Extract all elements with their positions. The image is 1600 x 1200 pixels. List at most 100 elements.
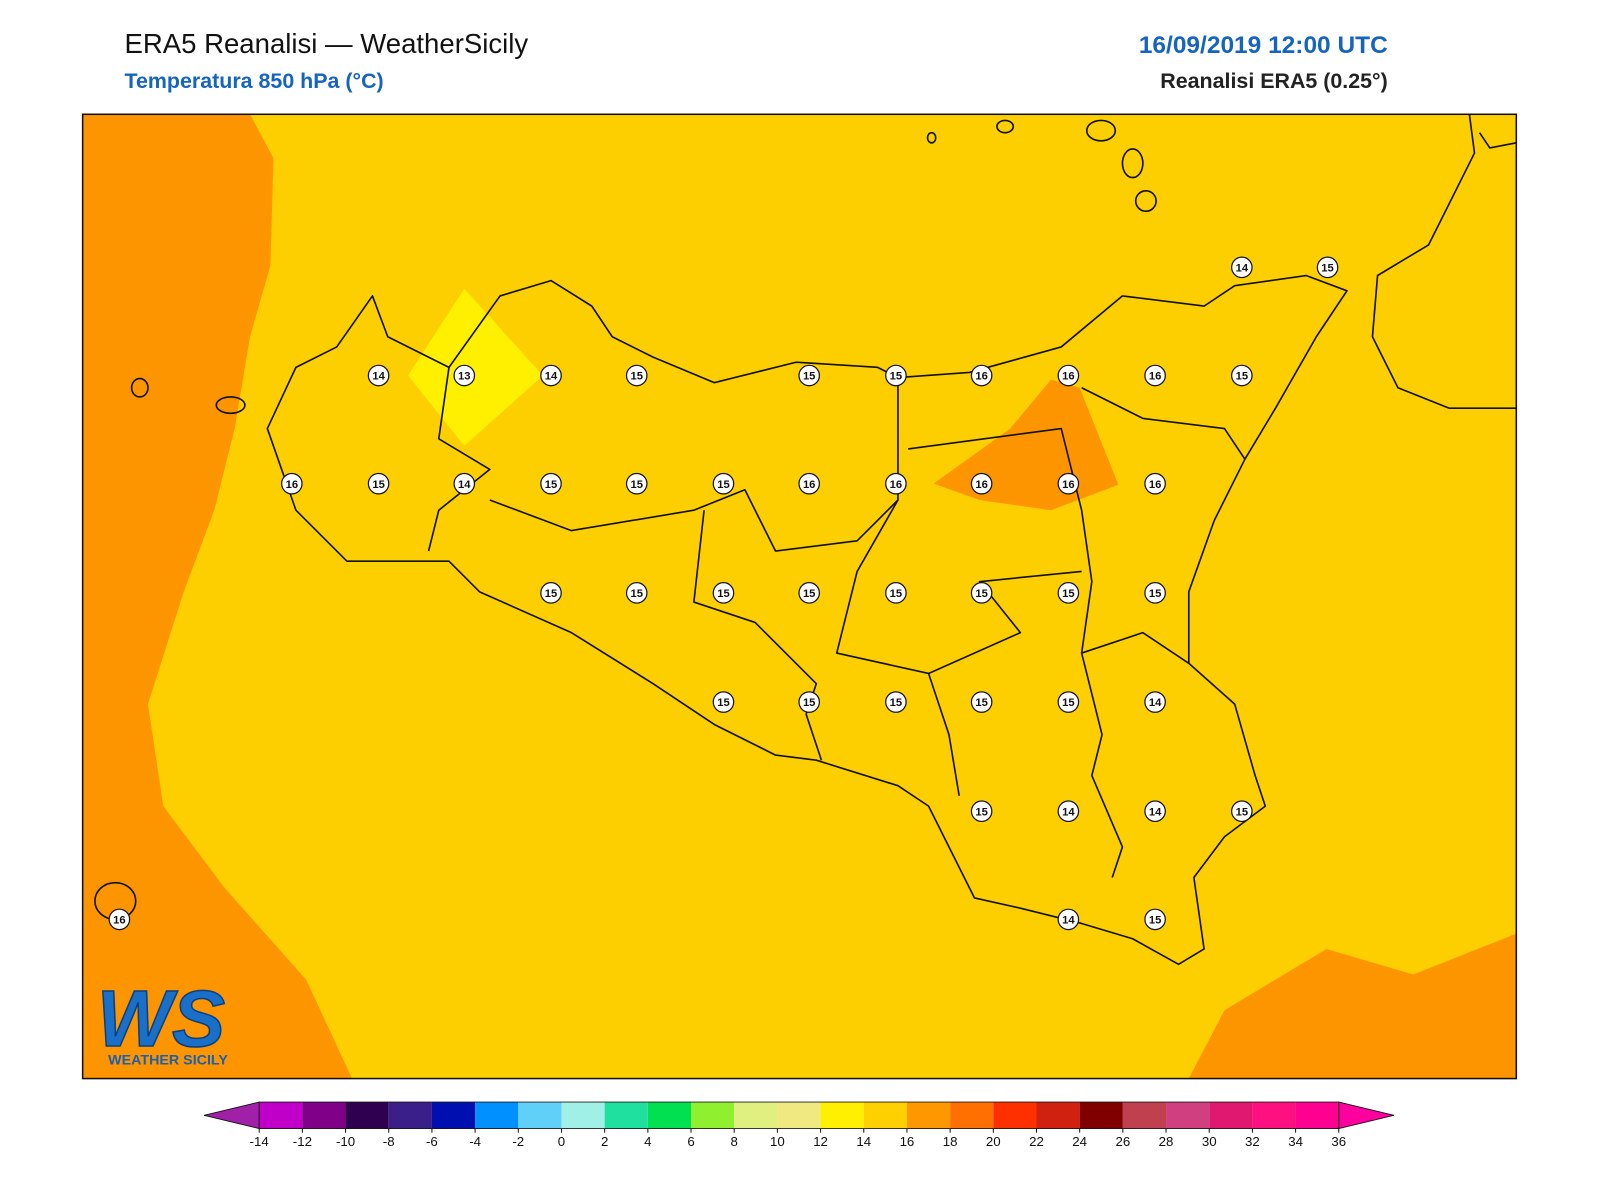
logo-text: WEATHER SICILY bbox=[108, 1052, 228, 1068]
station-label: 15 bbox=[890, 371, 902, 383]
map-area: 14 15 14 13 14 15 15 15 16 16 16 15 16 15 14 15 15 15 16 16… bbox=[81, 113, 1518, 1080]
label-circle bbox=[367, 364, 390, 387]
station-label: 16 bbox=[803, 479, 815, 491]
label-circle bbox=[885, 691, 907, 713]
label-circle bbox=[970, 691, 993, 713]
station-label: 15 bbox=[717, 588, 729, 600]
label-circle bbox=[540, 364, 562, 387]
colorbar-bin bbox=[518, 1102, 562, 1129]
field-light bbox=[408, 288, 543, 446]
station-label: 15 bbox=[1321, 262, 1333, 274]
label-circle bbox=[712, 582, 735, 604]
colorbar-tick-label: 20 bbox=[986, 1134, 1001, 1149]
label-circle bbox=[281, 472, 303, 495]
label-circle bbox=[367, 472, 390, 495]
station-label: 15 bbox=[630, 371, 642, 383]
colorbar-bin bbox=[1036, 1102, 1080, 1129]
colorbar-under bbox=[203, 1101, 260, 1130]
colorbar-bin bbox=[431, 1102, 476, 1129]
station-label: 15 bbox=[1149, 588, 1161, 600]
label-circle bbox=[1057, 472, 1080, 495]
station-label: 15 bbox=[890, 588, 902, 600]
colorbar-tick-label: 28 bbox=[1159, 1134, 1174, 1149]
label-circle bbox=[970, 800, 993, 823]
colorbar: -14 -12 -10 -8 -6 -4 -2 0 2 4 6 8 10 12 14 16 18 20 22 24 26… bbox=[203, 1101, 1394, 1149]
station-label: 15 bbox=[1236, 806, 1248, 818]
label-circle bbox=[1231, 256, 1253, 279]
colorbar-tick-label: 14 bbox=[856, 1134, 871, 1149]
coastline bbox=[266, 274, 1348, 966]
station-label: 15 bbox=[630, 588, 642, 600]
colorbar-tick-label: 6 bbox=[687, 1134, 694, 1149]
station-label: 14 bbox=[1062, 806, 1075, 818]
station-label: 16 bbox=[890, 479, 902, 491]
station-label: 14 bbox=[1149, 806, 1162, 818]
colorbar-frame bbox=[258, 1101, 1340, 1129]
logo-mark: WS bbox=[97, 974, 225, 1063]
station-label: 15 bbox=[975, 806, 987, 818]
colorbar-tick-label: -6 bbox=[426, 1134, 438, 1149]
label-circle bbox=[1144, 908, 1166, 931]
province-border bbox=[427, 367, 1246, 878]
colorbar-tick-label: -12 bbox=[293, 1134, 312, 1149]
label-circle bbox=[970, 364, 993, 387]
colorbar-tick-label: 2 bbox=[601, 1134, 608, 1149]
station-label: 14 bbox=[1062, 914, 1075, 926]
label-circle bbox=[453, 364, 476, 387]
colorbar-bin bbox=[1122, 1102, 1167, 1129]
station-label: 15 bbox=[717, 479, 729, 491]
colorbar-bin bbox=[259, 1102, 303, 1129]
label-circle bbox=[712, 472, 735, 495]
label-circle bbox=[798, 691, 821, 713]
station-label: 15 bbox=[803, 697, 815, 709]
label-circle bbox=[1316, 256, 1339, 279]
colorbar-tick-label: 12 bbox=[813, 1134, 828, 1149]
label-circle bbox=[625, 582, 648, 604]
colorbar-tick-label: 4 bbox=[644, 1134, 651, 1149]
colorbar-bin bbox=[950, 1102, 994, 1129]
station-labels: 14 15 14 13 14 15 15 15 16 16 16 15 16 15 14 15 15 15 16 16… bbox=[108, 256, 1339, 931]
station-label: 15 bbox=[545, 588, 557, 600]
colorbar-tick-label: -10 bbox=[336, 1134, 355, 1149]
label-circle bbox=[798, 582, 821, 604]
colorbar-tick-label: -2 bbox=[512, 1134, 524, 1149]
colorbar-tick-label: 36 bbox=[1331, 1134, 1346, 1149]
label-circle bbox=[1057, 691, 1080, 713]
label-circle bbox=[970, 582, 993, 604]
label-circle bbox=[1144, 472, 1166, 495]
colorbar-tick-label: 26 bbox=[1115, 1134, 1130, 1149]
islands bbox=[94, 119, 1157, 921]
label-circle bbox=[798, 364, 821, 387]
station-label: 16 bbox=[1149, 479, 1161, 491]
colorbar-bin bbox=[561, 1102, 605, 1129]
station-label: 14 bbox=[545, 371, 558, 383]
colorbar-bin bbox=[1295, 1102, 1339, 1129]
logo: WS WEATHER SICILY bbox=[96, 973, 228, 1068]
station-label: 14 bbox=[1149, 697, 1162, 709]
map-frame bbox=[81, 113, 1518, 1080]
station-label: 14 bbox=[1236, 262, 1249, 274]
station-label: 16 bbox=[975, 371, 987, 383]
label-circle bbox=[540, 472, 562, 495]
label-circle bbox=[108, 908, 131, 931]
colorbar-bin bbox=[345, 1102, 389, 1129]
colorbar-bin bbox=[647, 1102, 692, 1129]
field-orange bbox=[1188, 933, 1517, 1079]
colorbar-over bbox=[1338, 1101, 1394, 1130]
colorbar-tick-label: 30 bbox=[1202, 1134, 1217, 1149]
label-circle bbox=[1144, 582, 1166, 604]
label-circle bbox=[1231, 364, 1253, 387]
label-circle bbox=[1057, 800, 1080, 823]
station-label: 15 bbox=[1062, 588, 1074, 600]
station-label: 15 bbox=[545, 479, 557, 491]
label-circle bbox=[885, 364, 907, 387]
label-circle bbox=[453, 472, 476, 495]
colorbar-bin bbox=[1252, 1102, 1296, 1129]
station-label: 16 bbox=[113, 914, 125, 926]
field-orange bbox=[82, 114, 353, 1079]
label-circle bbox=[540, 582, 562, 604]
colorbar-tick-label: 24 bbox=[1072, 1134, 1087, 1149]
label-circle bbox=[1057, 364, 1080, 387]
label-circle bbox=[625, 472, 648, 495]
